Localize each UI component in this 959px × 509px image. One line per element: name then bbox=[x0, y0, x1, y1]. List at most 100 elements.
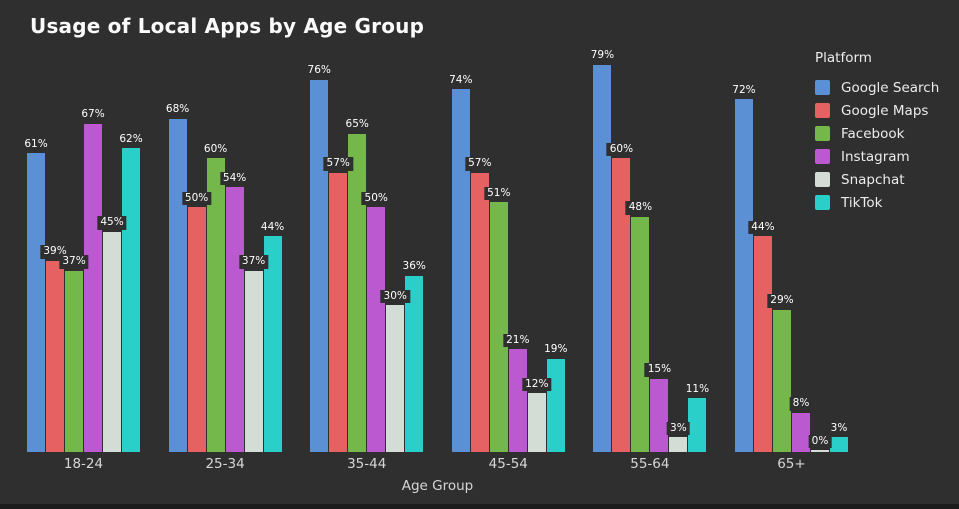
bar-slot: 30% bbox=[380, 60, 410, 452]
bar-slot: 65% bbox=[342, 60, 372, 452]
plot-area: 61% 39% 37% 67% 45% 62% 68% 50% 60% 54% 37% 44% 76% 5… bbox=[21, 49, 851, 452]
bar-value-label: 76% bbox=[304, 64, 334, 78]
bar-google-search bbox=[593, 64, 612, 452]
bar-value-label: 65% bbox=[342, 118, 372, 132]
bar-slot: 72% bbox=[729, 60, 759, 452]
bar-snapchat bbox=[244, 270, 263, 452]
legend-swatch bbox=[815, 195, 830, 210]
bar-slot: 45% bbox=[97, 60, 127, 452]
bar-slot: 60% bbox=[606, 60, 637, 452]
legend-label: TikTok bbox=[841, 194, 883, 211]
bar-slot: 29% bbox=[767, 60, 797, 452]
bar-slot: 3% bbox=[827, 60, 851, 452]
legend-item-instagram: Instagram bbox=[815, 145, 939, 168]
bar-slot: 37% bbox=[59, 60, 89, 452]
bar-slot: 67% bbox=[78, 60, 108, 452]
bar-slot: 0% bbox=[808, 60, 832, 452]
bar-facebook bbox=[348, 133, 367, 452]
bar-value-label: 19% bbox=[541, 343, 571, 357]
bar-group-35-44: 76% 57% 65% 50% 30% 36% bbox=[304, 60, 429, 452]
bar-value-label: 61% bbox=[21, 137, 51, 152]
bar-instagram bbox=[84, 123, 102, 452]
bar-google-maps bbox=[46, 260, 64, 452]
bar-snapchat bbox=[103, 231, 121, 452]
bar-slot: 37% bbox=[238, 60, 269, 452]
bar-slot: 8% bbox=[789, 60, 813, 452]
bar-value-label: 67% bbox=[78, 108, 108, 122]
bar-tiktok bbox=[546, 358, 565, 452]
legend-item-facebook: Facebook bbox=[815, 122, 939, 145]
bar-google-search bbox=[310, 79, 329, 452]
bar-value-label: 0% bbox=[808, 434, 832, 448]
legend-label: Facebook bbox=[841, 125, 905, 142]
legend-label: Google Maps bbox=[841, 102, 929, 119]
bar-google-search bbox=[451, 89, 470, 452]
bar-tiktok bbox=[263, 236, 282, 452]
x-tick-label: 18-24 bbox=[63, 456, 104, 472]
bar-facebook bbox=[65, 270, 83, 452]
bar-slot: 36% bbox=[399, 60, 429, 452]
legend-title: Platform bbox=[815, 50, 872, 66]
bar-value-label: 68% bbox=[162, 103, 193, 117]
legend-item-tiktok: TikTok bbox=[815, 191, 939, 214]
bar-tiktok bbox=[829, 437, 848, 452]
bar-value-label: 50% bbox=[361, 191, 391, 205]
chart-title: Usage of Local Apps by Age Group bbox=[30, 14, 425, 38]
bar-slot: 15% bbox=[644, 60, 675, 452]
bar-slot: 57% bbox=[465, 60, 495, 452]
bar-google-search bbox=[168, 118, 187, 452]
x-tick-label: 55-64 bbox=[630, 456, 670, 472]
bar-snapchat bbox=[527, 393, 546, 452]
bar-slot: 54% bbox=[219, 60, 250, 452]
bar-value-label: 44% bbox=[257, 220, 288, 235]
bar-google-maps bbox=[329, 172, 348, 452]
bar-tiktok bbox=[122, 148, 140, 452]
bar-tiktok bbox=[405, 275, 424, 452]
bar-slot: 60% bbox=[200, 60, 231, 452]
bar-slot: 12% bbox=[522, 60, 552, 452]
bar-value-label: 8% bbox=[789, 397, 813, 411]
x-tick-label: 45-54 bbox=[488, 456, 528, 472]
bar-group-65+: 72% 44% 29% 8% 0% 3% bbox=[729, 60, 851, 452]
bar-snapchat bbox=[386, 305, 405, 452]
bar-value-label: 60% bbox=[606, 142, 637, 156]
bar-slot: 44% bbox=[257, 60, 288, 452]
x-tick-label: 65+ bbox=[777, 456, 806, 472]
bar-instagram bbox=[225, 187, 244, 452]
bar-slot: 79% bbox=[587, 49, 618, 452]
bar-value-label: 37% bbox=[59, 255, 89, 269]
bar-value-label: 57% bbox=[323, 157, 353, 171]
bar-value-label: 21% bbox=[503, 333, 533, 348]
bar-value-label: 3% bbox=[827, 421, 851, 436]
bar-facebook bbox=[489, 202, 508, 452]
bar-instagram bbox=[367, 207, 386, 452]
bar-slot: 19% bbox=[541, 60, 571, 452]
bar-facebook bbox=[631, 216, 650, 452]
bar-slot: 50% bbox=[181, 60, 212, 452]
bar-slot: 21% bbox=[503, 60, 533, 452]
bottom-border bbox=[0, 504, 959, 509]
bar-value-label: 15% bbox=[644, 363, 675, 377]
legend-item-snapchat: Snapchat bbox=[815, 168, 939, 191]
bar-value-label: 60% bbox=[200, 142, 231, 156]
bar-slot: 62% bbox=[116, 60, 146, 452]
bar-slot: 61% bbox=[21, 60, 51, 452]
bar-slot: 68% bbox=[162, 60, 193, 452]
bar-google-maps bbox=[612, 158, 631, 452]
bar-value-label: 62% bbox=[116, 132, 146, 147]
bar-value-label: 48% bbox=[625, 201, 656, 215]
bar-facebook bbox=[772, 309, 791, 452]
bar-google-maps bbox=[753, 236, 772, 452]
bar-google-search bbox=[27, 153, 45, 452]
x-tick-label: 25-34 bbox=[205, 456, 245, 472]
bar-slot: 48% bbox=[625, 60, 656, 452]
bar-instagram bbox=[508, 349, 527, 452]
legend-swatch bbox=[815, 80, 830, 95]
bar-value-label: 12% bbox=[522, 377, 552, 392]
legend-item-google-search: Google Search bbox=[815, 76, 939, 99]
bar-value-label: 74% bbox=[446, 73, 476, 88]
bar-group-45-54: 74% 57% 51% 21% 12% 19% bbox=[446, 60, 571, 452]
legend-swatch bbox=[815, 126, 830, 141]
legend-item-google-maps: Google Maps bbox=[815, 99, 939, 122]
